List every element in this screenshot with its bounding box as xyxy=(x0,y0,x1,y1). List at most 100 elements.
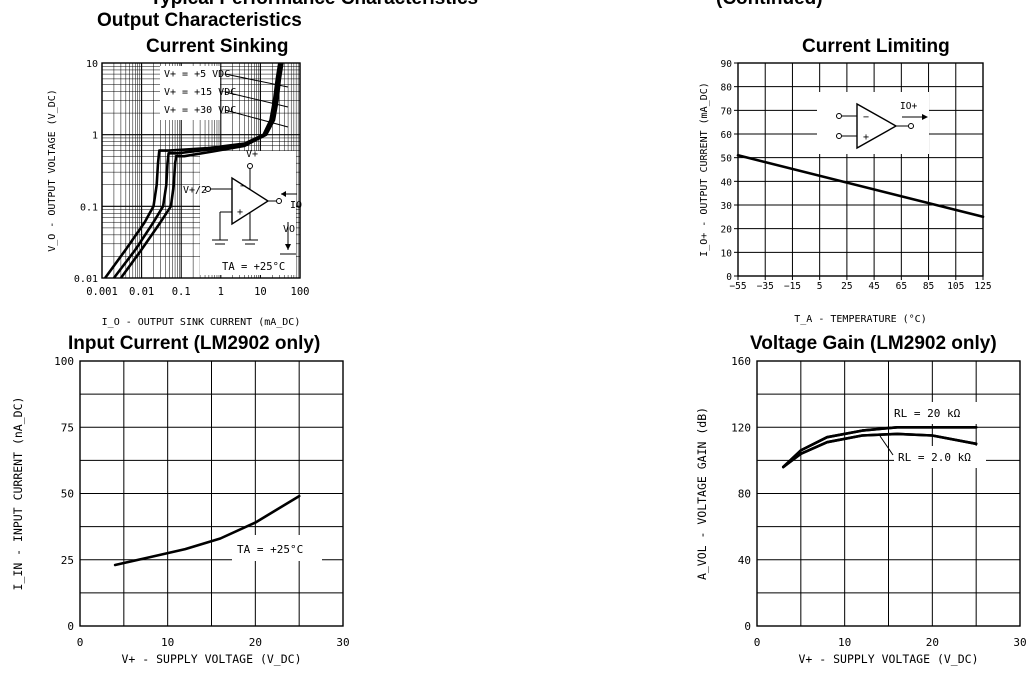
sinking-y-tick-label: 0.01 xyxy=(74,274,98,285)
opamp-supply-terminal xyxy=(247,163,253,169)
input-x-tick-label: 20 xyxy=(249,636,262,649)
sinking-temperature-annotation: TA = +25°C xyxy=(222,261,285,273)
gain-plot-frame xyxy=(756,360,1021,627)
opamp-plus-sign: + xyxy=(863,132,869,143)
sinking-x-axis-label: I_O - OUTPUT SINK CURRENT (mA_DC) xyxy=(102,317,301,328)
gain-x-tick-label: 10 xyxy=(838,636,851,649)
input-x-tick-label: 10 xyxy=(161,636,174,649)
input-x-tick-label: 0 xyxy=(77,636,84,649)
gain-x-tick-label: 0 xyxy=(754,636,761,649)
input-x-tick-label: 30 xyxy=(336,636,349,649)
current-arrow-icon xyxy=(281,191,286,197)
sinking-series-annotation: V+ = +5 VDC xyxy=(164,69,230,80)
sinking-y-tick-label: 1 xyxy=(92,131,98,142)
limiting-x-tick-label: 85 xyxy=(923,281,934,292)
gain-y-tick-label: 80 xyxy=(738,488,751,501)
gain-chart: 0 10 20 30 0 40 80 120 160 V+ - SUPPLY VOLTAGE (V… xyxy=(695,355,1027,666)
sinking-y-tick-label: 0.1 xyxy=(80,202,98,213)
limiting-series-line-1 xyxy=(736,154,985,219)
opamp-minus-sign: − xyxy=(240,181,246,192)
input-series-line-1 xyxy=(113,494,301,567)
gain-series-annotation-2k: RL = 2.0 kΩ xyxy=(898,451,971,464)
input-y-tick-label: 0 xyxy=(67,620,74,633)
sinking-label-mask xyxy=(160,66,220,120)
input-x-axis-label: V+ - SUPPLY VOLTAGE (V_DC) xyxy=(121,652,301,666)
current-arrow-icon xyxy=(922,114,928,120)
sinking-chart-subtitle: Current Sinking xyxy=(146,36,289,57)
input-grid xyxy=(80,361,343,626)
limiting-x-tick-label: 125 xyxy=(974,281,991,292)
input-y-tick-label: 25 xyxy=(61,554,74,567)
input-label-mask xyxy=(232,535,322,561)
input-y-tick-label: 75 xyxy=(61,421,74,434)
limiting-plot-frame xyxy=(737,62,984,277)
opamp-inverting-terminal xyxy=(836,113,842,119)
inset-supply-label: V+ xyxy=(246,149,258,160)
input-temperature-annotation: TA = +25°C xyxy=(237,543,303,556)
sinking-series-line-3 xyxy=(119,62,284,279)
gain-x-tick-label: 30 xyxy=(1013,636,1026,649)
gain-y-tick-label: 120 xyxy=(731,421,751,434)
gain-label-mask-2 xyxy=(894,446,986,468)
limiting-y-tick-label: 20 xyxy=(721,225,733,236)
sinking-y-axis-label: V_O - OUTPUT VOLTAGE (V_DC) xyxy=(47,89,58,252)
opamp-output-terminal xyxy=(276,198,282,204)
sinking-series-annotation: V+ = +15 VDC xyxy=(164,87,236,98)
input-y-axis-label: I_IN - INPUT CURRENT (nA_DC) xyxy=(11,397,25,591)
voltage-arrow-icon xyxy=(285,244,291,250)
limiting-y-tick-label: 90 xyxy=(721,59,733,70)
page-heading-fragment-left: Typical Performance Characteristics xyxy=(150,0,478,10)
gain-label-mask xyxy=(890,402,986,424)
gain-x-tick-label: 20 xyxy=(926,636,939,649)
inset-current-label: IO xyxy=(290,200,302,211)
sinking-x-tick-label: 0.1 xyxy=(172,286,191,298)
limiting-y-tick-label: 40 xyxy=(721,177,733,188)
limiting-y-axis-label: I_O+ - OUTPUT CURRENT (mA_DC) xyxy=(699,82,710,257)
sinking-annotation-leader xyxy=(224,109,289,128)
opamp-inverting-terminal xyxy=(205,186,211,192)
opamp-noninverting-terminal xyxy=(836,133,842,139)
gain-grid xyxy=(757,361,1020,626)
sinking-plot-frame xyxy=(101,62,301,279)
gain-series-line-2 xyxy=(782,432,978,469)
limiting-chart-title: Current Limiting xyxy=(802,36,950,57)
gain-y-tick-label: 0 xyxy=(744,620,751,633)
sinking-y-tick-label: 10 xyxy=(86,59,98,70)
limiting-y-tick-label: 30 xyxy=(721,201,733,212)
sinking-annotation-leader xyxy=(224,91,289,108)
input-y-tick-label: 50 xyxy=(61,488,74,501)
sinking-series-line-1 xyxy=(104,62,281,279)
limiting-chart: −55 −35 −15 5 25 45 65 85 105 125 0 10 20 30 40 50 60 70 8… xyxy=(699,59,992,325)
limiting-x-tick-label: −35 xyxy=(757,281,774,292)
gain-series-annotation-20k: RL = 20 kΩ xyxy=(894,407,961,420)
input-chart: 0 10 20 30 0 25 50 75 100 V+ - SUPPLY VOLTAGE (V_… xyxy=(11,355,350,666)
limiting-x-tick-label: 65 xyxy=(896,281,907,292)
input-chart-title: Input Current (LM2902 only) xyxy=(68,333,321,354)
sinking-x-tick-label: 0.01 xyxy=(129,286,154,298)
limiting-y-tick-label: 70 xyxy=(721,106,733,117)
sinking-chart-title: Output Characteristics xyxy=(97,10,302,31)
sinking-x-tick-label: 1 xyxy=(218,286,224,298)
limiting-inset-circuit: − + IO+ xyxy=(836,101,928,150)
limiting-y-tick-label: 0 xyxy=(726,272,732,283)
sinking-inset-circuit: V+ V+/2 IO VO − + xyxy=(183,149,302,255)
limiting-y-tick-label: 10 xyxy=(721,248,733,259)
limiting-x-tick-label: 25 xyxy=(841,281,852,292)
limiting-x-tick-label: −55 xyxy=(729,281,746,292)
gain-y-tick-label: 40 xyxy=(738,554,751,567)
sinking-annotation-leader xyxy=(224,73,289,88)
limiting-y-tick-label: 50 xyxy=(721,154,733,165)
page-heading-fragment-right: (Continued) xyxy=(716,0,823,10)
limiting-x-tick-label: 5 xyxy=(817,281,823,292)
input-plot-frame xyxy=(79,360,344,627)
gain-series-line-1 xyxy=(782,426,978,469)
opamp-plus-sign: + xyxy=(237,207,243,218)
gain-annotation-leader xyxy=(879,435,894,456)
gain-chart-title: Voltage Gain (LM2902 only) xyxy=(750,333,997,354)
sinking-x-tick-label: 10 xyxy=(254,286,267,298)
opamp-minus-sign: − xyxy=(863,112,869,123)
sinking-x-tick-label: 100 xyxy=(291,286,310,298)
gain-y-axis-label: A_VOL - VOLTAGE GAIN (dB) xyxy=(695,407,709,580)
